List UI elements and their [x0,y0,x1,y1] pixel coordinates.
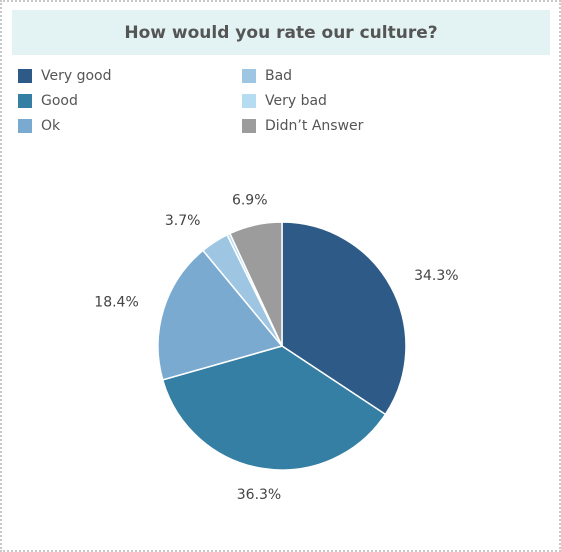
legend-item-bad[interactable]: Bad [242,67,292,85]
legend-item-very-good[interactable]: Very good [18,67,112,85]
legend-item-very-bad[interactable]: Very bad [242,92,327,110]
legend-swatch [18,119,32,133]
legend-item-good[interactable]: Good [18,92,78,110]
legend-swatch [242,119,256,133]
chart-title: How would you rate our culture? [124,22,438,43]
legend-swatch [18,69,32,83]
legend-label: Ok [41,118,61,134]
legend-swatch [242,69,256,83]
legend-swatch [242,94,256,108]
title-bar: How would you rate our culture? [12,10,550,55]
legend-label: Bad [265,68,293,84]
legend-swatch [18,94,32,108]
legend-item-didnt-answer[interactable]: Didn’t Answer [242,117,363,135]
legend-item-ok[interactable]: Ok [18,117,60,135]
legend-label: Very good [41,68,112,84]
legend-label: Good [41,93,78,109]
legend-label: Didn’t Answer [265,118,364,134]
legend-label: Very bad [265,93,327,109]
